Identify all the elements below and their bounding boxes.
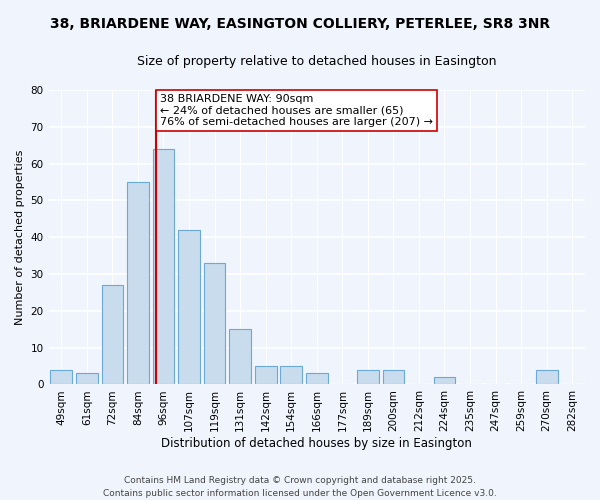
Bar: [178, 230, 200, 384]
Bar: [50, 370, 72, 384]
Text: 38, BRIARDENE WAY, EASINGTON COLLIERY, PETERLEE, SR8 3NR: 38, BRIARDENE WAY, EASINGTON COLLIERY, P…: [50, 18, 550, 32]
Text: 38 BRIARDENE WAY: 90sqm
← 24% of detached houses are smaller (65)
76% of semi-de: 38 BRIARDENE WAY: 90sqm ← 24% of detache…: [160, 94, 433, 127]
Bar: [255, 366, 277, 384]
Title: Size of property relative to detached houses in Easington: Size of property relative to detached ho…: [137, 55, 497, 68]
Bar: [101, 285, 123, 384]
Bar: [357, 370, 379, 384]
Bar: [280, 366, 302, 384]
Bar: [152, 149, 175, 384]
Bar: [229, 329, 251, 384]
Bar: [306, 374, 328, 384]
Bar: [127, 182, 149, 384]
Text: Contains HM Land Registry data © Crown copyright and database right 2025.
Contai: Contains HM Land Registry data © Crown c…: [103, 476, 497, 498]
Bar: [434, 377, 455, 384]
Y-axis label: Number of detached properties: Number of detached properties: [15, 150, 25, 325]
Bar: [536, 370, 557, 384]
Bar: [383, 370, 404, 384]
Bar: [204, 263, 226, 384]
X-axis label: Distribution of detached houses by size in Easington: Distribution of detached houses by size …: [161, 437, 472, 450]
Bar: [76, 374, 98, 384]
